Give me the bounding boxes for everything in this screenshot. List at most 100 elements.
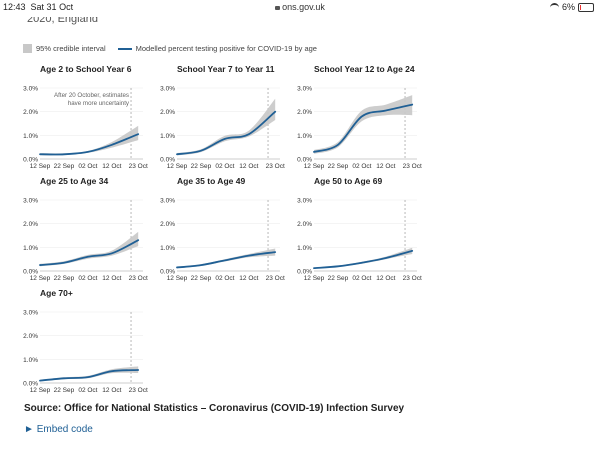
wifi-icon (549, 3, 559, 11)
x-tick-label: 12 Oct (102, 387, 121, 394)
y-tick-label: 3.0% (23, 310, 38, 317)
x-tick-label: 02 Oct (78, 163, 97, 170)
x-tick-label: 12 Sep (167, 275, 188, 282)
y-tick-label: 0.0% (23, 269, 38, 276)
x-tick-label: 12 Sep (304, 275, 325, 282)
chart-title: Age 2 to School Year 6 (40, 64, 132, 74)
modelled-line (39, 369, 140, 382)
x-tick-label: 22 Sep (54, 275, 75, 282)
x-tick-label: 23 Oct (266, 163, 285, 170)
x-tick-label: 12 Oct (239, 275, 258, 282)
x-tick-label: 22 Sep (328, 275, 349, 282)
x-tick-label: 12 Oct (239, 163, 258, 170)
chart-title: Age 25 to Age 34 (40, 176, 108, 186)
y-tick-label: 0.0% (297, 157, 312, 164)
modelled-line (39, 133, 140, 156)
y-tick-label: 2.0% (297, 109, 312, 116)
x-tick-label: 23 Oct (403, 275, 422, 282)
y-tick-label: 0.0% (23, 381, 38, 388)
y-tick-label: 2.0% (23, 221, 38, 228)
credible-interval-band (40, 231, 139, 267)
x-tick-label: 12 Oct (102, 163, 121, 170)
modelled-line (313, 250, 414, 270)
source-note: Source: Office for National Statistics –… (24, 403, 405, 414)
x-tick-label: 22 Sep (191, 275, 212, 282)
disclosure-triangle-icon: ► (24, 424, 34, 435)
y-tick-label: 2.0% (23, 333, 38, 340)
modelled-line (313, 103, 414, 153)
modelled-line (39, 239, 140, 266)
modelled-line (176, 251, 277, 269)
y-tick-label: 1.0% (23, 245, 38, 252)
x-tick-label: 02 Oct (215, 163, 234, 170)
credible-interval-band (40, 125, 139, 156)
y-tick-label: 1.0% (297, 133, 312, 140)
y-tick-label: 2.0% (160, 109, 175, 116)
legend-line-label: Modelled percent testing positive for CO… (135, 44, 317, 53)
chart-title: School Year 12 to Age 24 (314, 64, 415, 74)
y-tick-label: 1.0% (160, 133, 175, 140)
lock-icon (275, 5, 281, 10)
y-tick-label: 0.0% (160, 157, 175, 164)
x-tick-label: 12 Sep (304, 163, 325, 170)
url-bar[interactable]: ons.gov.uk (0, 2, 600, 12)
legend: 95% credible interval Modelled percent t… (23, 44, 317, 53)
x-tick-label: 02 Oct (352, 275, 371, 282)
y-tick-label: 0.0% (160, 269, 175, 276)
modelled-line (176, 110, 277, 156)
chart-title: Age 50 to Age 69 (314, 176, 382, 186)
x-tick-label: 22 Sep (54, 163, 75, 170)
y-tick-label: 3.0% (23, 86, 38, 93)
battery-percent: 6% (561, 2, 575, 12)
chart-title: Age 35 to Age 49 (177, 176, 245, 186)
credible-interval-band (177, 248, 276, 269)
y-tick-label: 2.0% (23, 109, 38, 116)
x-tick-label: 12 Oct (102, 275, 121, 282)
credible-interval-band (314, 95, 413, 154)
x-tick-label: 12 Oct (376, 163, 395, 170)
x-tick-label: 02 Oct (78, 275, 97, 282)
y-tick-label: 3.0% (297, 86, 312, 93)
x-tick-label: 12 Sep (30, 387, 51, 394)
credible-interval-band (314, 247, 413, 269)
y-tick-label: 1.0% (160, 245, 175, 252)
status-bar: 12:43 Sat 31 Oct ons.gov.uk 6% (0, 0, 600, 14)
x-tick-label: 22 Sep (328, 163, 349, 170)
battery-icon (578, 2, 594, 12)
x-tick-label: 12 Sep (30, 163, 51, 170)
chart-title: School Year 7 to Year 11 (177, 64, 275, 74)
y-tick-label: 3.0% (297, 198, 312, 205)
y-tick-label: 2.0% (297, 221, 312, 228)
chart-subtitle: 2020, England (27, 13, 98, 25)
y-tick-label: 1.0% (23, 357, 38, 364)
y-tick-label: 2.0% (160, 221, 175, 228)
x-tick-label: 12 Oct (376, 275, 395, 282)
y-tick-label: 3.0% (23, 198, 38, 205)
y-tick-label: 3.0% (160, 86, 175, 93)
x-tick-label: 02 Oct (215, 275, 234, 282)
x-tick-label: 23 Oct (266, 275, 285, 282)
modelled-line-swatch (117, 47, 132, 50)
x-tick-label: 22 Sep (54, 387, 75, 394)
y-tick-label: 1.0% (297, 245, 312, 252)
uncertainty-annotation: have more uncertainty (68, 100, 130, 107)
x-tick-label: 22 Sep (191, 163, 212, 170)
x-tick-label: 02 Oct (78, 387, 97, 394)
embed-code-link[interactable]: ► Embed code (24, 424, 93, 435)
x-tick-label: 23 Oct (129, 163, 148, 170)
x-tick-label: 12 Sep (167, 163, 188, 170)
chart-title: Age 70+ (40, 288, 73, 298)
legend-interval-label: 95% credible interval (36, 44, 106, 53)
y-tick-label: 0.0% (297, 269, 312, 276)
y-tick-label: 1.0% (23, 133, 38, 140)
x-tick-label: 23 Oct (403, 163, 422, 170)
credible-interval-swatch (23, 44, 32, 53)
y-tick-label: 3.0% (160, 198, 175, 205)
status-time: 12:43 Sat 31 Oct (3, 2, 74, 12)
y-tick-label: 0.0% (23, 157, 38, 164)
x-tick-label: 02 Oct (352, 163, 371, 170)
x-tick-label: 12 Sep (30, 275, 51, 282)
x-tick-label: 23 Oct (129, 387, 148, 394)
credible-interval-band (177, 98, 276, 156)
